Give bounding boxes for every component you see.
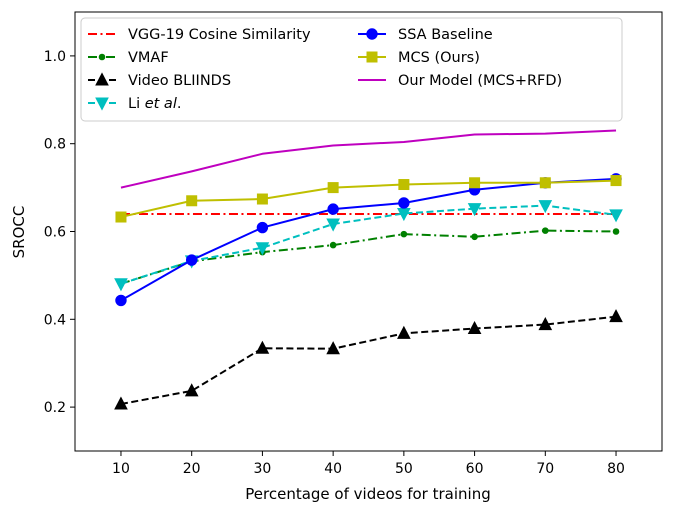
data-point [398, 197, 410, 209]
legend-item-2: Video BLIINDS [88, 72, 231, 89]
series-line-5 [120, 179, 617, 218]
data-point [539, 177, 551, 189]
x-axis-label: Percentage of videos for training [245, 485, 490, 503]
y-axis: 0.2 0.4 0.6 0.8 1.0 [44, 49, 75, 416]
x-tick-label: 70 [536, 461, 554, 477]
series-layer [114, 129, 623, 410]
data-point [329, 241, 337, 249]
data-point [612, 228, 620, 235]
legend-swatch-marker [98, 53, 106, 61]
data-point [610, 175, 622, 187]
legend-label: Li et al. [128, 96, 181, 112]
y-tick-label: 0.8 [44, 137, 66, 153]
data-point [255, 242, 270, 256]
legend: VGG-19 Cosine Similarity VMAF Video BLIIND… [80, 17, 623, 122]
x-tick-label: 60 [466, 461, 484, 477]
legend-item-0: VGG-19 Cosine Similarity [88, 27, 311, 43]
series-line-4 [120, 177, 617, 302]
data-point [115, 211, 127, 223]
data-point [327, 203, 339, 215]
legend-swatch-marker [366, 51, 378, 63]
data-point [115, 294, 127, 307]
data-point [400, 230, 408, 238]
data-point [397, 325, 411, 339]
legend-item-5: MCS (Ours) [358, 50, 480, 66]
series-line-6 [120, 129, 617, 189]
series-line-2 [120, 315, 617, 406]
series-line-1 [120, 229, 617, 285]
y-tick-label: 1.0 [44, 49, 66, 65]
y-axis-label: SROCC [10, 206, 28, 259]
series-5 [115, 175, 622, 223]
data-point [256, 221, 269, 234]
legend-label: SSA Baseline [398, 27, 493, 43]
data-point [609, 209, 623, 223]
series-3 [114, 200, 623, 292]
data-point [609, 309, 623, 323]
legend-swatch-marker [95, 97, 109, 111]
legend-item-6: Our Model (MCS+RFD) [358, 73, 562, 89]
data-point [469, 177, 481, 189]
data-point [467, 203, 482, 217]
data-point [398, 179, 410, 191]
y-tick-label: 0.4 [44, 312, 66, 328]
data-point [327, 182, 339, 194]
legend-box [80, 17, 623, 122]
series-2 [114, 309, 623, 410]
x-tick-label: 30 [254, 461, 272, 477]
series-line-3 [120, 204, 617, 285]
legend-label: VGG-19 Cosine Similarity [128, 27, 311, 43]
x-tick-label: 40 [324, 461, 342, 477]
legend-item-3: Li et al. [88, 96, 181, 112]
x-axis: 10 20 30 40 50 60 70 80 [112, 451, 625, 477]
x-tick-label: 80 [607, 461, 625, 477]
x-tick-label: 20 [183, 461, 201, 477]
data-point [542, 227, 549, 234]
data-point [256, 193, 268, 205]
legend-label: Our Model (MCS+RFD) [398, 73, 562, 89]
data-point [114, 396, 128, 410]
legend-swatch-marker [366, 28, 378, 40]
data-point [326, 218, 340, 232]
data-point [471, 233, 478, 241]
y-tick-label: 0.2 [44, 400, 66, 416]
data-point [185, 254, 198, 266]
legend-label: MCS (Ours) [398, 50, 480, 66]
data-point [255, 340, 270, 354]
x-tick-label: 50 [395, 461, 413, 477]
legend-item-4: SSA Baseline [358, 27, 493, 43]
series-6 [120, 129, 617, 189]
data-point [186, 195, 198, 207]
data-point [326, 341, 340, 355]
legend-label: Video BLIINDS [128, 73, 231, 89]
legend-swatch-marker [95, 72, 109, 86]
data-point [467, 320, 482, 335]
data-point [184, 383, 199, 397]
x-tick-label: 10 [112, 461, 130, 477]
legend-label: VMAF [128, 50, 169, 66]
data-point [114, 278, 128, 292]
data-point [538, 200, 553, 214]
data-point [538, 316, 553, 331]
y-tick-label: 0.6 [44, 225, 66, 241]
legend-item-1: VMAF [88, 50, 169, 66]
